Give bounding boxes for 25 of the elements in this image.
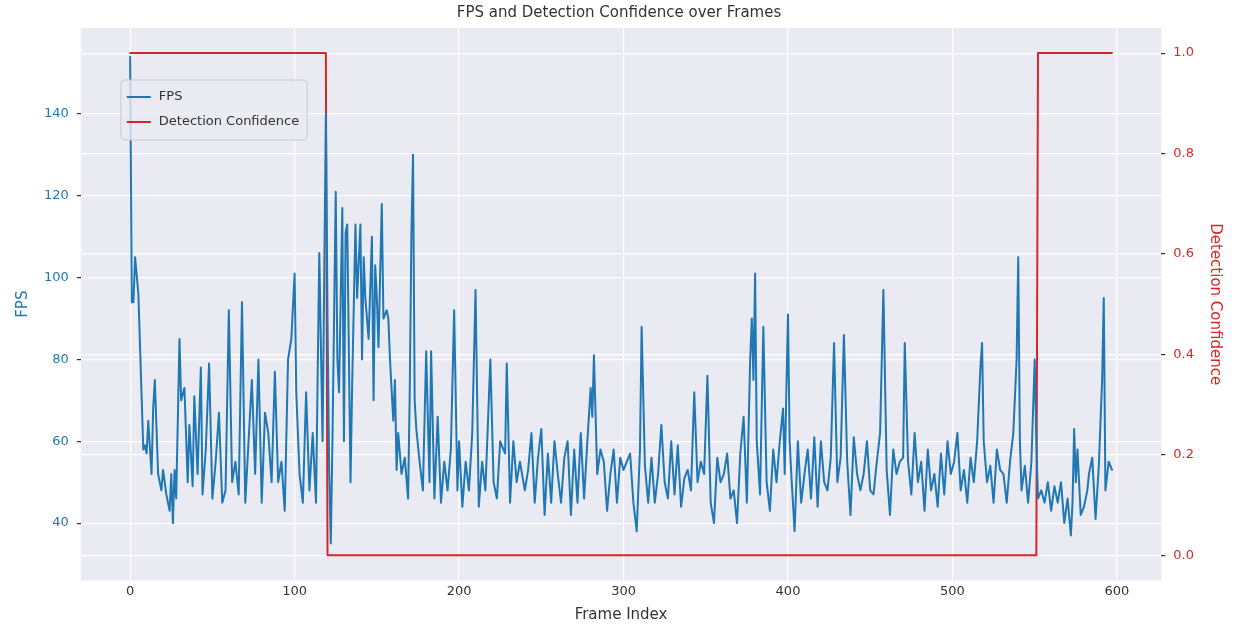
y2-axis-title: Detection Confidence: [1207, 223, 1226, 386]
y-tick-label: 80: [52, 350, 69, 366]
y-axis-title: FPS: [12, 290, 31, 318]
y-tick-label: 120: [43, 187, 69, 203]
y2-tick-label: 0.4: [1173, 345, 1195, 361]
legend-label: FPS: [158, 88, 183, 104]
chart-title: FPS and Detection Confidence over Frames: [456, 2, 782, 21]
x-tick-label: 200: [446, 582, 472, 598]
x-tick-label: 500: [940, 582, 965, 598]
x-tick-label: 100: [282, 582, 308, 598]
y2-tick-label: 0.2: [1173, 446, 1195, 462]
x-tick-label: 400: [775, 582, 801, 598]
x-tick-label: 300: [611, 582, 636, 598]
y2-tick-label: 1.0: [1173, 44, 1195, 60]
y-tick-label: 140: [43, 105, 69, 121]
y2-tick-label: 0.6: [1173, 245, 1195, 261]
y2-tick-label: 0.0: [1173, 546, 1195, 562]
x-tick-label: 600: [1104, 582, 1130, 598]
x-tick-label: 0: [126, 582, 135, 598]
x-axis-title: Frame Index: [574, 604, 668, 623]
y-tick-label: 100: [43, 268, 69, 284]
y-tick-label: 60: [52, 432, 69, 448]
legend-label: Detection Confidence: [158, 113, 300, 129]
y2-tick-label: 0.8: [1173, 144, 1195, 160]
y-tick-label: 40: [52, 514, 69, 530]
